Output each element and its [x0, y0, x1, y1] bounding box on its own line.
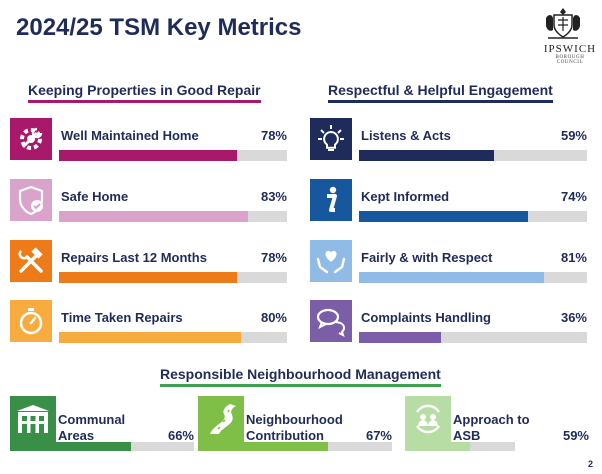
metric-listens-and-acts: Listens & Acts 59%	[310, 118, 587, 164]
metric-complaints-handling: Complaints Handling 36%	[310, 300, 587, 346]
progress-track	[198, 442, 392, 451]
progress-track	[59, 211, 287, 222]
logo-subtitle: BOROUGH COUNCIL	[555, 55, 585, 65]
metric-label: Fairly & with Respect	[361, 250, 493, 265]
community-icon	[405, 396, 451, 442]
metric-kept-informed: Kept Informed 74%	[310, 179, 587, 225]
heart-hands-icon	[310, 240, 352, 282]
metric-repairs-last-12-months: Repairs Last 12 Months 78%	[10, 240, 287, 286]
metric-approach-to-asb: Approach to ASB 59%	[405, 396, 589, 454]
progress-fill	[359, 272, 544, 283]
section-heading-repair: Keeping Properties in Good Repair	[28, 82, 261, 103]
progress-fill	[198, 442, 328, 451]
page-number: 2	[588, 459, 594, 469]
metric-fairly-with-respect: Fairly & with Respect 81%	[310, 240, 587, 286]
progress-track	[59, 272, 287, 283]
metric-label: Listens & Acts	[361, 128, 451, 143]
metric-neighbourhood-contribution: Neighbourhood Contribution 67%	[198, 396, 392, 454]
metric-label: Kept Informed	[361, 189, 450, 204]
progress-fill	[359, 150, 494, 161]
metric-percent: 83%	[260, 189, 287, 204]
metric-percent: 36%	[560, 310, 587, 325]
metric-percent: 67%	[365, 428, 392, 443]
metric-label: Repairs Last 12 Months	[61, 250, 207, 265]
metric-percent: 74%	[560, 189, 587, 204]
progress-track	[59, 150, 287, 161]
section-heading-neighbourhood: Responsible Neighbourhood Management	[160, 366, 441, 387]
progress-track	[359, 272, 587, 283]
progress-track	[10, 442, 194, 451]
ipswich-logo: IPSWICH BOROUGH COUNCIL	[542, 6, 598, 65]
metric-percent: 81%	[560, 250, 587, 265]
progress-fill	[59, 332, 242, 343]
metric-label: Time Taken Repairs	[61, 310, 183, 325]
speech-bubbles-icon	[310, 300, 352, 342]
metric-label: Safe Home	[61, 189, 129, 204]
metric-label: Communal Areas	[58, 412, 126, 443]
progress-fill	[359, 211, 528, 222]
lightbulb-icon	[310, 118, 352, 160]
metric-time-taken-repairs: Time Taken Repairs 80%	[10, 300, 287, 346]
coat-of-arms-icon	[546, 8, 580, 39]
logo-name: IPSWICH	[543, 43, 597, 55]
metric-label: Neighbourhood Contribution	[246, 412, 343, 443]
progress-fill	[59, 211, 249, 222]
progress-fill	[359, 332, 442, 343]
metric-percent: 66%	[167, 428, 194, 443]
progress-track	[59, 332, 287, 343]
progress-fill	[10, 442, 132, 451]
hammer-wrench-icon	[10, 240, 52, 282]
building-icon	[10, 396, 56, 442]
progress-track	[359, 211, 587, 222]
metric-percent: 80%	[260, 310, 287, 325]
metric-label: Well Maintained Home	[61, 128, 199, 143]
shield-check-icon	[10, 179, 52, 221]
progress-fill	[59, 272, 237, 283]
metric-well-maintained-home: Well Maintained Home 78%	[10, 118, 287, 164]
gear-wrench-icon	[10, 118, 52, 160]
section-heading-engagement: Respectful & Helpful Engagement	[328, 82, 553, 103]
info-icon	[310, 179, 352, 221]
progress-track	[359, 332, 587, 343]
page-title: 2024/25 TSM Key Metrics	[16, 14, 302, 41]
metric-percent: 59%	[562, 428, 589, 443]
progress-fill	[405, 442, 470, 451]
progress-fill	[59, 150, 237, 161]
metric-percent: 78%	[260, 128, 287, 143]
metric-safe-home: Safe Home 83%	[10, 179, 287, 225]
metric-label: Complaints Handling	[361, 310, 491, 325]
metric-communal-areas: Communal Areas 66%	[10, 396, 194, 454]
progress-track	[359, 150, 587, 161]
metric-label: Approach to ASB	[453, 412, 530, 443]
metric-percent: 59%	[560, 128, 587, 143]
progress-track	[405, 442, 515, 451]
stopwatch-icon	[10, 300, 52, 342]
road-icon	[198, 396, 244, 442]
metric-percent: 78%	[260, 250, 287, 265]
